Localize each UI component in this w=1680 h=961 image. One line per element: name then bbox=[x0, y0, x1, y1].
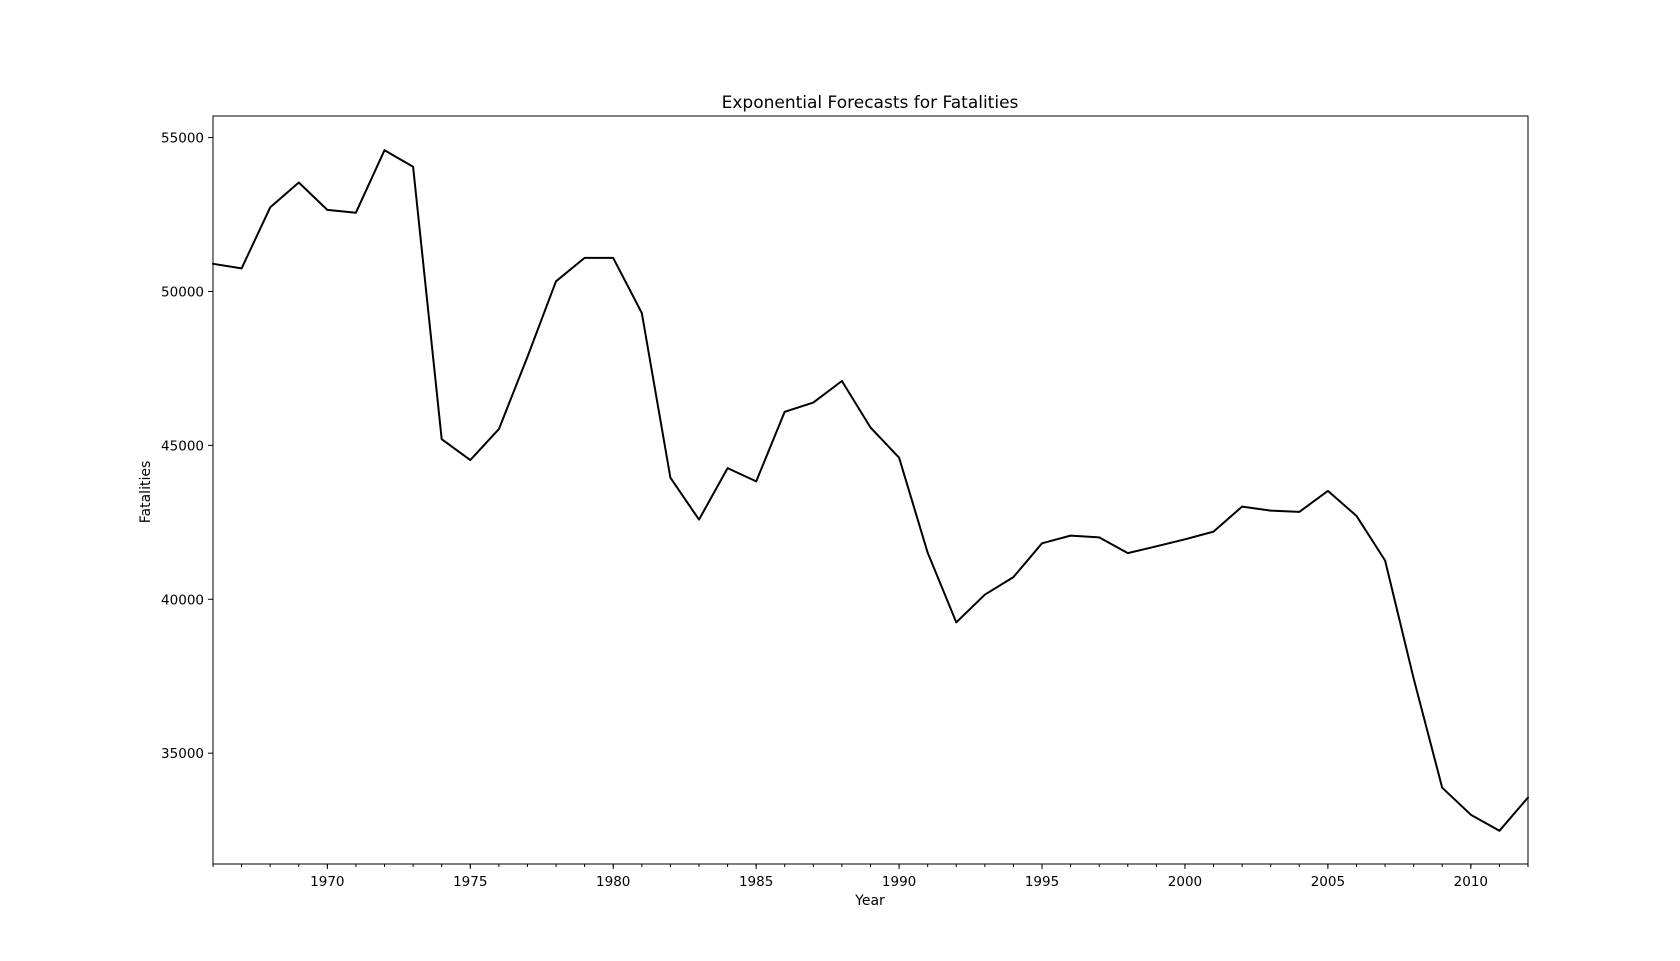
chart-title: Exponential Forecasts for Fatalities bbox=[722, 93, 1019, 113]
y-tick-label: 35000 bbox=[161, 746, 204, 762]
x-tick-label: 1970 bbox=[310, 874, 344, 890]
y-axis: 35000 40000 45000 50000 55000 bbox=[161, 131, 213, 762]
x-tick-label: 1995 bbox=[1025, 874, 1059, 890]
x-axis-label: Year bbox=[854, 893, 885, 909]
x-tick-label: 1975 bbox=[453, 874, 487, 890]
x-tick-label: 2010 bbox=[1454, 874, 1488, 890]
x-tick-label: 1990 bbox=[882, 874, 916, 890]
x-axis: 1970 1975 1980 1985 1990 1995 2000 2005 2010 bbox=[212, 864, 1529, 890]
y-axis-label: Fatalities bbox=[138, 461, 154, 523]
y-tick-label: 40000 bbox=[161, 592, 204, 608]
y-tick-label: 45000 bbox=[161, 438, 204, 454]
y-tick-label: 55000 bbox=[161, 131, 204, 147]
plot-frame bbox=[212, 115, 1529, 865]
x-tick-label: 2005 bbox=[1311, 874, 1345, 890]
x-tick-label: 1985 bbox=[739, 874, 773, 890]
y-tick-label: 50000 bbox=[161, 284, 204, 300]
series-layer bbox=[212, 149, 1529, 832]
x-tick-label: 2000 bbox=[1168, 874, 1202, 890]
series-line bbox=[212, 149, 1529, 832]
x-tick-label: 1980 bbox=[596, 874, 630, 890]
